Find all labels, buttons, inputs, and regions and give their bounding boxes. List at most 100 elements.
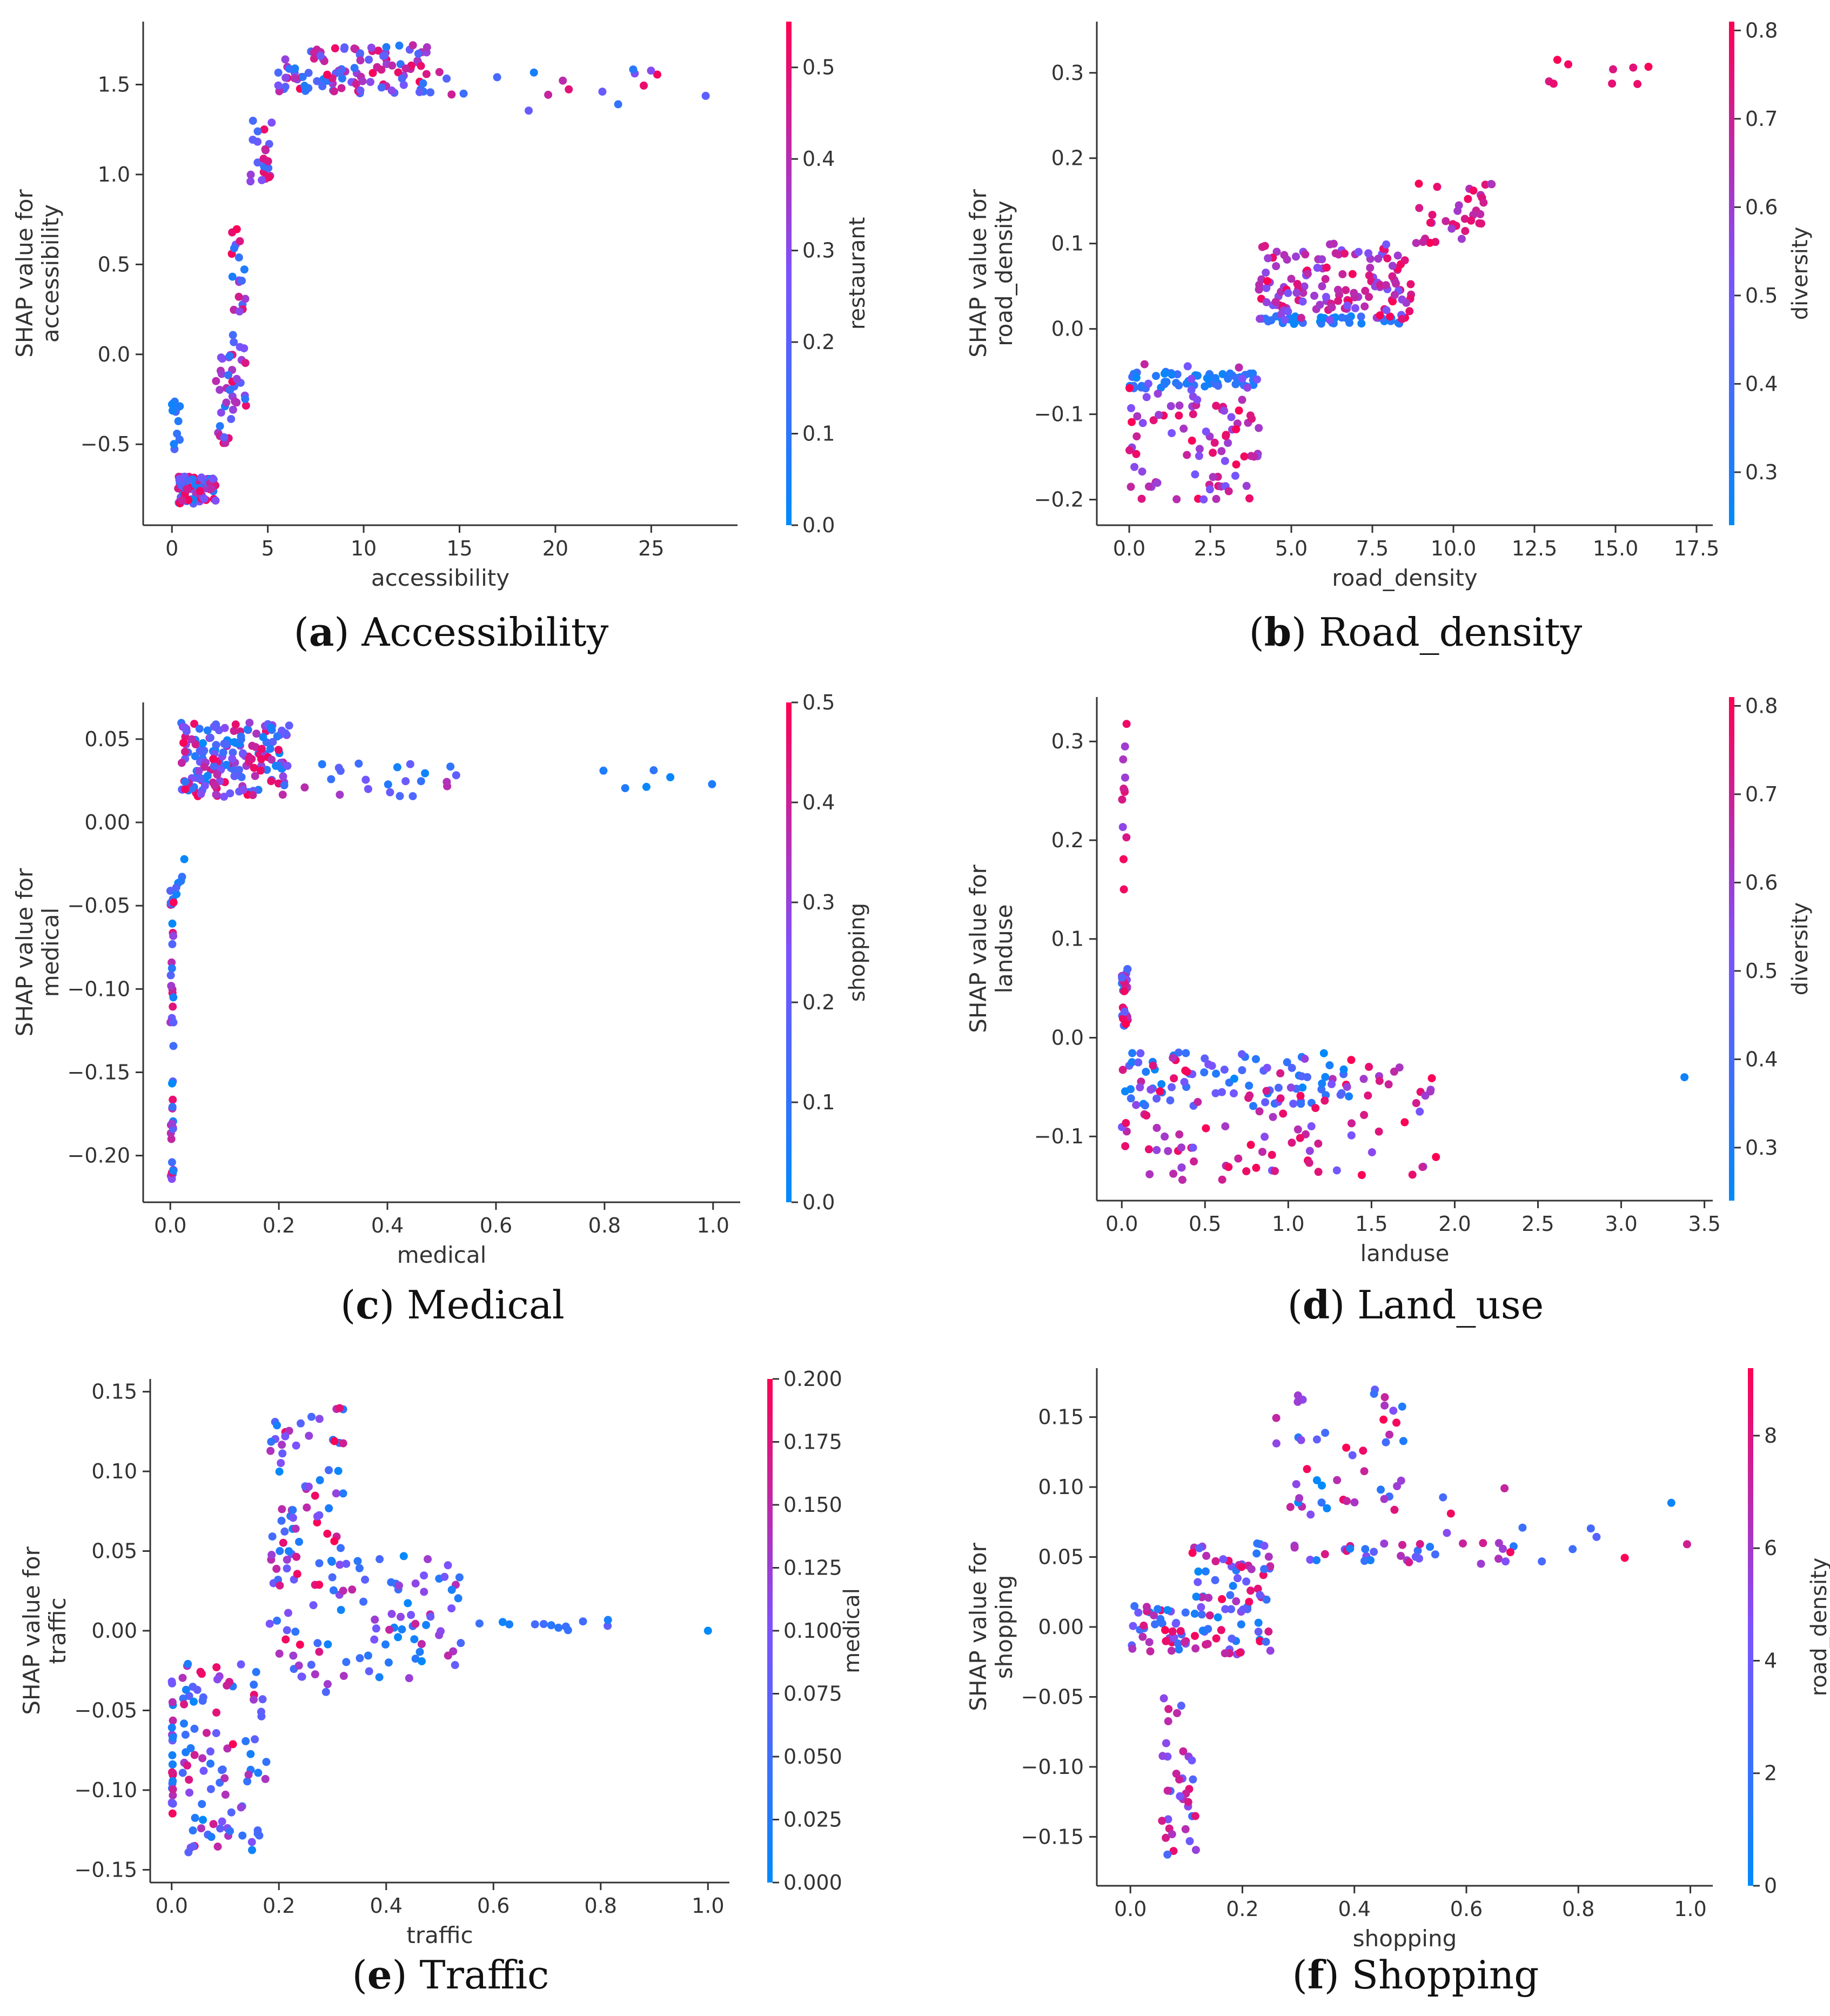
scatter-point (1276, 1069, 1285, 1077)
scatter-point (1176, 1627, 1185, 1636)
scatter-point (420, 1588, 428, 1596)
scatter-point (236, 237, 244, 245)
scatter-point (242, 1737, 250, 1745)
scatter-point (1149, 1061, 1157, 1070)
scatter-point (1261, 1133, 1269, 1141)
scatter-point (1283, 1058, 1291, 1067)
y-tick-label: 0.2 (1051, 828, 1084, 852)
scatter-point (418, 1657, 426, 1665)
scatter-point (1392, 1418, 1400, 1427)
scatter-point (330, 87, 338, 96)
x-tick-label: 0.4 (370, 1894, 403, 1918)
scatter-point (1158, 1817, 1167, 1825)
scatter-point (444, 1561, 452, 1570)
scatter-point (261, 1774, 270, 1783)
scatter-point (421, 769, 430, 778)
scatter-point (447, 1604, 456, 1613)
scatter-point (311, 1670, 319, 1679)
scatter-point (1375, 1077, 1384, 1085)
scatter-point (579, 1617, 587, 1626)
scatter-point (1500, 1484, 1509, 1492)
scatter-point (1415, 179, 1423, 188)
scatter-point (1319, 1049, 1328, 1057)
scatter-point (1133, 412, 1142, 420)
scatter-point (258, 745, 266, 753)
x-tick-label: 0.0 (1113, 537, 1145, 560)
scatter-point (1177, 1163, 1186, 1172)
scatter-point (1564, 60, 1572, 69)
scatter-point (1348, 1451, 1357, 1459)
scatter-point (1159, 1694, 1168, 1703)
y-tick-label: 0.05 (91, 1539, 137, 1563)
scatter-point (1477, 1559, 1485, 1568)
scatter-point (1333, 1476, 1342, 1484)
scatter-point (168, 406, 177, 415)
scatter-point (281, 55, 290, 64)
scatter-point (1286, 1083, 1295, 1092)
scatter-point (1400, 1118, 1409, 1127)
scatter-point (364, 785, 372, 793)
scatter-point (614, 100, 622, 109)
scatter-point (1185, 1837, 1194, 1845)
scatter-point (1175, 401, 1184, 410)
x-tick-label: 0.0 (1114, 1897, 1147, 1921)
y-tick-label: −0.05 (75, 1698, 137, 1722)
scatter-point (1592, 1532, 1601, 1541)
scatter-point (1271, 1167, 1279, 1175)
scatter-point (1182, 1049, 1190, 1057)
x-tick-label: 1.5 (1355, 1212, 1387, 1236)
scatter-point (284, 1609, 292, 1617)
scatter-point (1388, 262, 1397, 270)
scatter-point (185, 1789, 193, 1797)
x-tick-label: 0.2 (263, 1894, 295, 1918)
scatter-point (1189, 410, 1197, 418)
scatter-point (1305, 1147, 1314, 1155)
scatter-point (1239, 1605, 1248, 1614)
scatter-point (213, 771, 222, 779)
scatter-point (565, 85, 573, 93)
scatter-point (1227, 413, 1236, 421)
scatter-point (1269, 1113, 1277, 1121)
scatter-point (1142, 393, 1151, 401)
x-tick-label: 0.6 (1450, 1897, 1483, 1921)
scatter-point (313, 1518, 321, 1527)
scatter-point (175, 435, 184, 444)
scatter-point (1336, 1090, 1345, 1099)
scatter-point (1184, 1798, 1192, 1806)
scatter-point (1232, 460, 1241, 469)
scatter-point (1181, 1066, 1190, 1075)
scatter-point (354, 759, 363, 768)
scatter-point (1264, 1552, 1273, 1561)
scatter-point (256, 766, 265, 775)
colorbar-tick-label: 0.100 (783, 1619, 842, 1643)
scatter-point (268, 1532, 277, 1541)
scatter-point (169, 1785, 177, 1793)
scatter-point (1506, 1548, 1514, 1557)
x-tick-label: 0.2 (263, 1214, 295, 1237)
scatter-point (1218, 1088, 1226, 1096)
scatter-point (203, 772, 212, 780)
scatter-point (1306, 1556, 1315, 1564)
colorbar-tick-label: 0.1 (802, 1090, 835, 1114)
y-axis-label: SHAP value formedical (11, 868, 64, 1036)
scatter-point (376, 1555, 384, 1563)
scatter-point (1170, 1633, 1178, 1642)
scatter-point (1141, 1101, 1149, 1110)
scatter-point (370, 1635, 379, 1644)
scatter-point (604, 1616, 612, 1624)
scatter-point (166, 971, 175, 980)
scatter-point (1383, 254, 1392, 263)
scatter-point (274, 761, 283, 770)
scatter-point (278, 791, 287, 799)
scatter-point (1284, 307, 1292, 316)
scatter-point (169, 1018, 178, 1027)
scatter-point (1384, 1080, 1393, 1089)
scatter-point (457, 1639, 465, 1647)
scatter-point (1629, 63, 1638, 72)
scatter-point (703, 1626, 712, 1635)
scatter-point (227, 1808, 236, 1817)
scatter-point (1460, 215, 1469, 223)
caption-title: ) Shopping (1324, 1952, 1539, 1998)
y-tick-label: −0.05 (1021, 1685, 1084, 1709)
